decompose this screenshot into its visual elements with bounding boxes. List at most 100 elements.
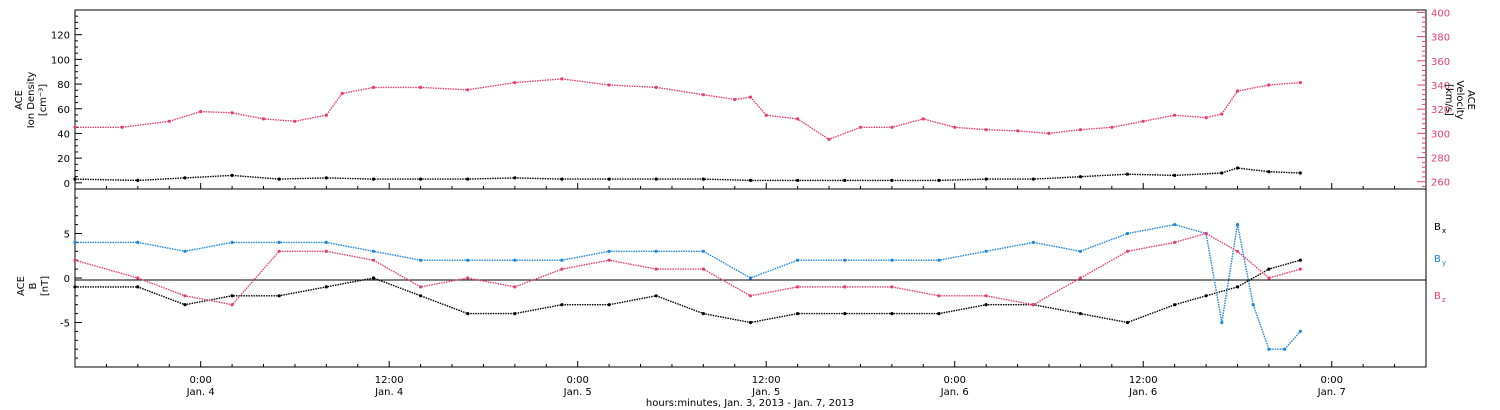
bottom-left-tick-label: -5 [60, 319, 70, 330]
series-bz-point [371, 258, 376, 262]
series-ion-density-point [371, 177, 376, 181]
top-ylabel-line2: Ion Density [26, 72, 37, 129]
series-bz-point [748, 294, 753, 298]
series-by-point [1251, 303, 1255, 307]
series-by-point [419, 258, 423, 262]
bottom-ylabel-line2: B [28, 282, 39, 289]
series-by-point [1220, 320, 1224, 325]
series-by-point [560, 258, 564, 262]
top-right-axis: 260 280 300 320 340 360 380 400 [1417, 8, 1450, 189]
series-velocity-point [890, 125, 894, 129]
series-velocity-point [1220, 112, 1224, 116]
series-by-point [748, 276, 753, 280]
series-by-point [701, 249, 706, 253]
series-bx-point [324, 285, 328, 289]
series-bx-point [136, 285, 140, 289]
series-bz-point [796, 285, 800, 289]
series-velocity-point [230, 111, 234, 115]
legend-by-sub: y [1442, 259, 1446, 267]
series-bx-point [1298, 258, 1302, 262]
legend-bx: B x [1434, 222, 1446, 235]
series-velocity-point [293, 119, 297, 123]
series-by-point [371, 249, 376, 253]
series-bz-point [984, 294, 988, 298]
series-ion-density-point [136, 178, 140, 182]
series-bz-point [419, 285, 423, 289]
series-ion-density-point [654, 177, 658, 181]
series-ion-density-point [560, 177, 564, 181]
x-tick-time: 0:00 [566, 375, 588, 386]
top-right-ylabel-line3: [km/s] [1443, 84, 1454, 116]
series-bz-point [1125, 249, 1130, 253]
series-velocity-point [607, 83, 611, 87]
top-ylabel-line1: ACE [14, 90, 25, 110]
series-ion-density-point [701, 177, 706, 181]
series-velocity-point [796, 117, 800, 121]
series-bz-point [701, 267, 706, 271]
series-velocity-point [921, 117, 925, 121]
series-bx-point [1235, 285, 1240, 289]
legend-by-label: B [1434, 254, 1441, 265]
series-bx-point [277, 294, 281, 298]
series-by-point [277, 240, 281, 244]
series-velocity-point [827, 137, 831, 141]
top-right-tick-label: 380 [1431, 33, 1450, 44]
series-bx-point [984, 303, 988, 307]
series-velocity-point [199, 110, 203, 114]
series-by-point [937, 258, 941, 262]
series-velocity-point [1141, 119, 1145, 123]
series-velocity-point [371, 85, 376, 89]
legend-by: B y [1434, 254, 1446, 267]
series-bx-point [1267, 267, 1271, 271]
x-tick-date: Jan. 7 [1317, 387, 1346, 398]
x-tick-time: 12:00 [1129, 375, 1158, 386]
series-bz-point [1031, 303, 1035, 307]
series-bx-point [654, 294, 658, 298]
series-ion-density-point [419, 177, 423, 181]
series-bz-point [183, 294, 187, 298]
series-velocity-point [1078, 128, 1082, 132]
series-bx-point [560, 303, 564, 307]
series-ion-density-point [324, 176, 328, 180]
series-bx-point [796, 312, 800, 316]
series-ion-density-point [796, 178, 800, 182]
series-bz-point [324, 249, 328, 253]
series-by-point [466, 258, 470, 262]
top-right-tick-label: 300 [1431, 129, 1450, 140]
series-ion-density-point [937, 178, 941, 182]
series-ion-density-point [1220, 171, 1224, 175]
series-velocity-point [560, 77, 564, 81]
series-ion-density-point [230, 173, 234, 177]
top-left-tick-label: 0 [64, 179, 70, 190]
series-bx-point [701, 312, 706, 316]
series-velocity-point [261, 117, 266, 121]
series-bz-point [890, 285, 894, 289]
series-by-point [1031, 240, 1035, 244]
top-left-tick-label: 40 [57, 129, 70, 140]
series-bx-point [1078, 312, 1082, 316]
series-bz-point [136, 276, 140, 280]
bottom-ylabel-line3: [nT] [40, 276, 51, 296]
series-bz-point [513, 285, 517, 289]
bottom-ylabel-line1: ACE [16, 276, 27, 296]
series-ion-density-point [73, 177, 77, 181]
series-bx-point [419, 294, 423, 298]
series-ion-density-point [466, 177, 470, 181]
series-by-point [796, 258, 800, 262]
top-right-tick-label: 360 [1431, 57, 1450, 68]
series-ion-density-point [277, 177, 281, 181]
series-by-point [843, 258, 847, 262]
series-velocity-point [1173, 113, 1177, 117]
top-left-tick-label: 100 [51, 55, 70, 66]
series-ion-density-point [748, 178, 753, 182]
series-velocity-point [1016, 129, 1020, 133]
series-velocity-point [858, 125, 863, 129]
series-bz-point [560, 267, 564, 271]
series-bz-point [1267, 276, 1271, 280]
series-velocity-point [120, 125, 124, 129]
series-bx-point [466, 312, 470, 316]
series-velocity-point [1204, 116, 1208, 120]
x-tick-time: 12:00 [752, 375, 781, 386]
